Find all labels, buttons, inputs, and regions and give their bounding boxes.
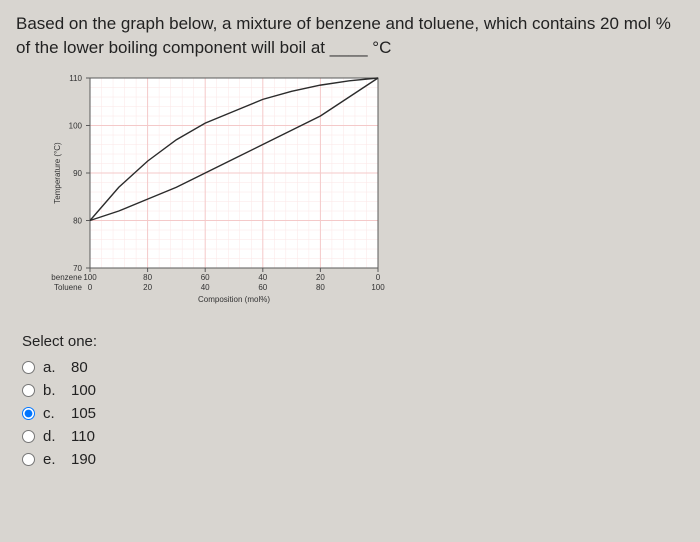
option-radio[interactable] xyxy=(22,384,35,397)
answer-options: Select one: a. 80 b. 100 c. 105 d. 110 e. 190 xyxy=(22,333,684,471)
option-label: 105 xyxy=(71,405,96,422)
option-radio[interactable] xyxy=(22,453,35,466)
svg-text:40: 40 xyxy=(201,283,210,292)
question-blank: ____ xyxy=(330,38,368,57)
svg-text:110: 110 xyxy=(69,74,82,83)
svg-text:60: 60 xyxy=(258,283,267,292)
option-row[interactable]: e. 190 xyxy=(22,448,684,471)
svg-text:90: 90 xyxy=(73,169,82,178)
option-row[interactable]: a. 80 xyxy=(22,356,684,379)
svg-text:0: 0 xyxy=(376,273,381,282)
option-radio[interactable] xyxy=(22,430,35,443)
option-letter: e. xyxy=(43,451,61,468)
svg-text:0: 0 xyxy=(88,283,93,292)
svg-text:benzene: benzene xyxy=(51,273,82,282)
svg-text:60: 60 xyxy=(201,273,210,282)
svg-text:80: 80 xyxy=(73,216,82,225)
svg-text:70: 70 xyxy=(73,264,82,273)
option-row[interactable]: b. 100 xyxy=(22,379,684,402)
option-label: 80 xyxy=(71,359,88,376)
svg-text:100: 100 xyxy=(371,283,385,292)
question-line2-prefix: of the lower boiling component will boil… xyxy=(16,38,330,57)
svg-text:Temperature (°C): Temperature (°C) xyxy=(53,142,62,204)
svg-text:Composition (mol%): Composition (mol%) xyxy=(198,295,270,304)
question-text: Based on the graph below, a mixture of b… xyxy=(16,12,684,60)
svg-text:40: 40 xyxy=(258,273,267,282)
svg-text:20: 20 xyxy=(316,273,325,282)
question-line2-suffix: °C xyxy=(368,38,392,57)
option-row[interactable]: d. 110 xyxy=(22,425,684,448)
svg-text:80: 80 xyxy=(143,273,152,282)
option-label: 190 xyxy=(71,451,96,468)
option-letter: b. xyxy=(43,382,61,399)
option-letter: a. xyxy=(43,359,61,376)
svg-text:Toluene: Toluene xyxy=(54,283,83,292)
options-title: Select one: xyxy=(22,333,684,350)
option-radio[interactable] xyxy=(22,407,35,420)
svg-text:80: 80 xyxy=(316,283,325,292)
question-line1: Based on the graph below, a mixture of b… xyxy=(16,14,671,33)
option-radio[interactable] xyxy=(22,361,35,374)
option-letter: c. xyxy=(43,405,61,422)
option-row[interactable]: c. 105 xyxy=(22,402,684,425)
option-label: 110 xyxy=(71,428,95,445)
option-label: 100 xyxy=(71,382,96,399)
option-letter: d. xyxy=(43,428,61,445)
svg-text:100: 100 xyxy=(83,273,97,282)
svg-text:100: 100 xyxy=(69,121,83,130)
phase-diagram-chart: 708090100110100080206040406020800100benz… xyxy=(44,70,684,315)
svg-text:20: 20 xyxy=(143,283,152,292)
